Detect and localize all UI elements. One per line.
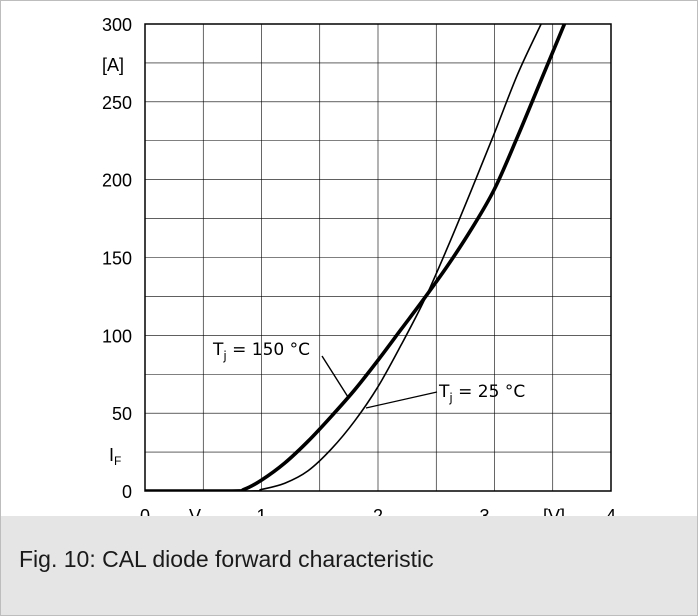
label-leader-25 [365, 391, 438, 409]
x-axis-unit: [V] [543, 506, 565, 517]
x-tick-label: 3 [479, 506, 489, 517]
y-tick-label: 50 [112, 404, 132, 424]
x-tick-label: 0 [140, 506, 150, 517]
axis-labels: [A] [V] IF VF [102, 55, 565, 517]
caption-band: Fig. 10: CAL diode forward characteristi… [1, 516, 697, 615]
curve-label-25: Tj = 25 °C [438, 382, 525, 405]
y-tick-label: 0 [122, 482, 132, 502]
series-line-tj-25 [145, 24, 542, 491]
figure-caption: Fig. 10: CAL diode forward characteristi… [19, 546, 434, 572]
curve-labels: Tj = 150 °C Tj = 25 °C [212, 340, 525, 409]
curve-label-150: Tj = 150 °C [212, 340, 310, 363]
y-tick-label: 100 [102, 326, 132, 346]
y-tick-label: 250 [102, 93, 132, 113]
tick-labels: 0 1 2 3 4 0 50 100 150 200 250 300 [102, 15, 616, 517]
y-axis-unit: [A] [102, 55, 124, 75]
plot-frame [144, 23, 612, 492]
series-line-tj-150 [145, 24, 567, 491]
y-axis-label: IF [109, 445, 121, 468]
y-tick-label: 150 [102, 249, 132, 269]
forward-characteristic-chart: 0 1 2 3 4 0 50 100 150 200 250 300 [A] [V] IF VF Tj… [102, 15, 616, 517]
y-tick-label: 300 [102, 15, 132, 35]
label-leader-150 [321, 355, 349, 398]
curves [145, 24, 567, 491]
grid [145, 24, 611, 491]
x-tick-label: 4 [606, 506, 616, 517]
x-tick-label: 1 [256, 506, 266, 517]
x-tick-label: 2 [373, 506, 383, 517]
y-tick-label: 200 [102, 171, 132, 191]
